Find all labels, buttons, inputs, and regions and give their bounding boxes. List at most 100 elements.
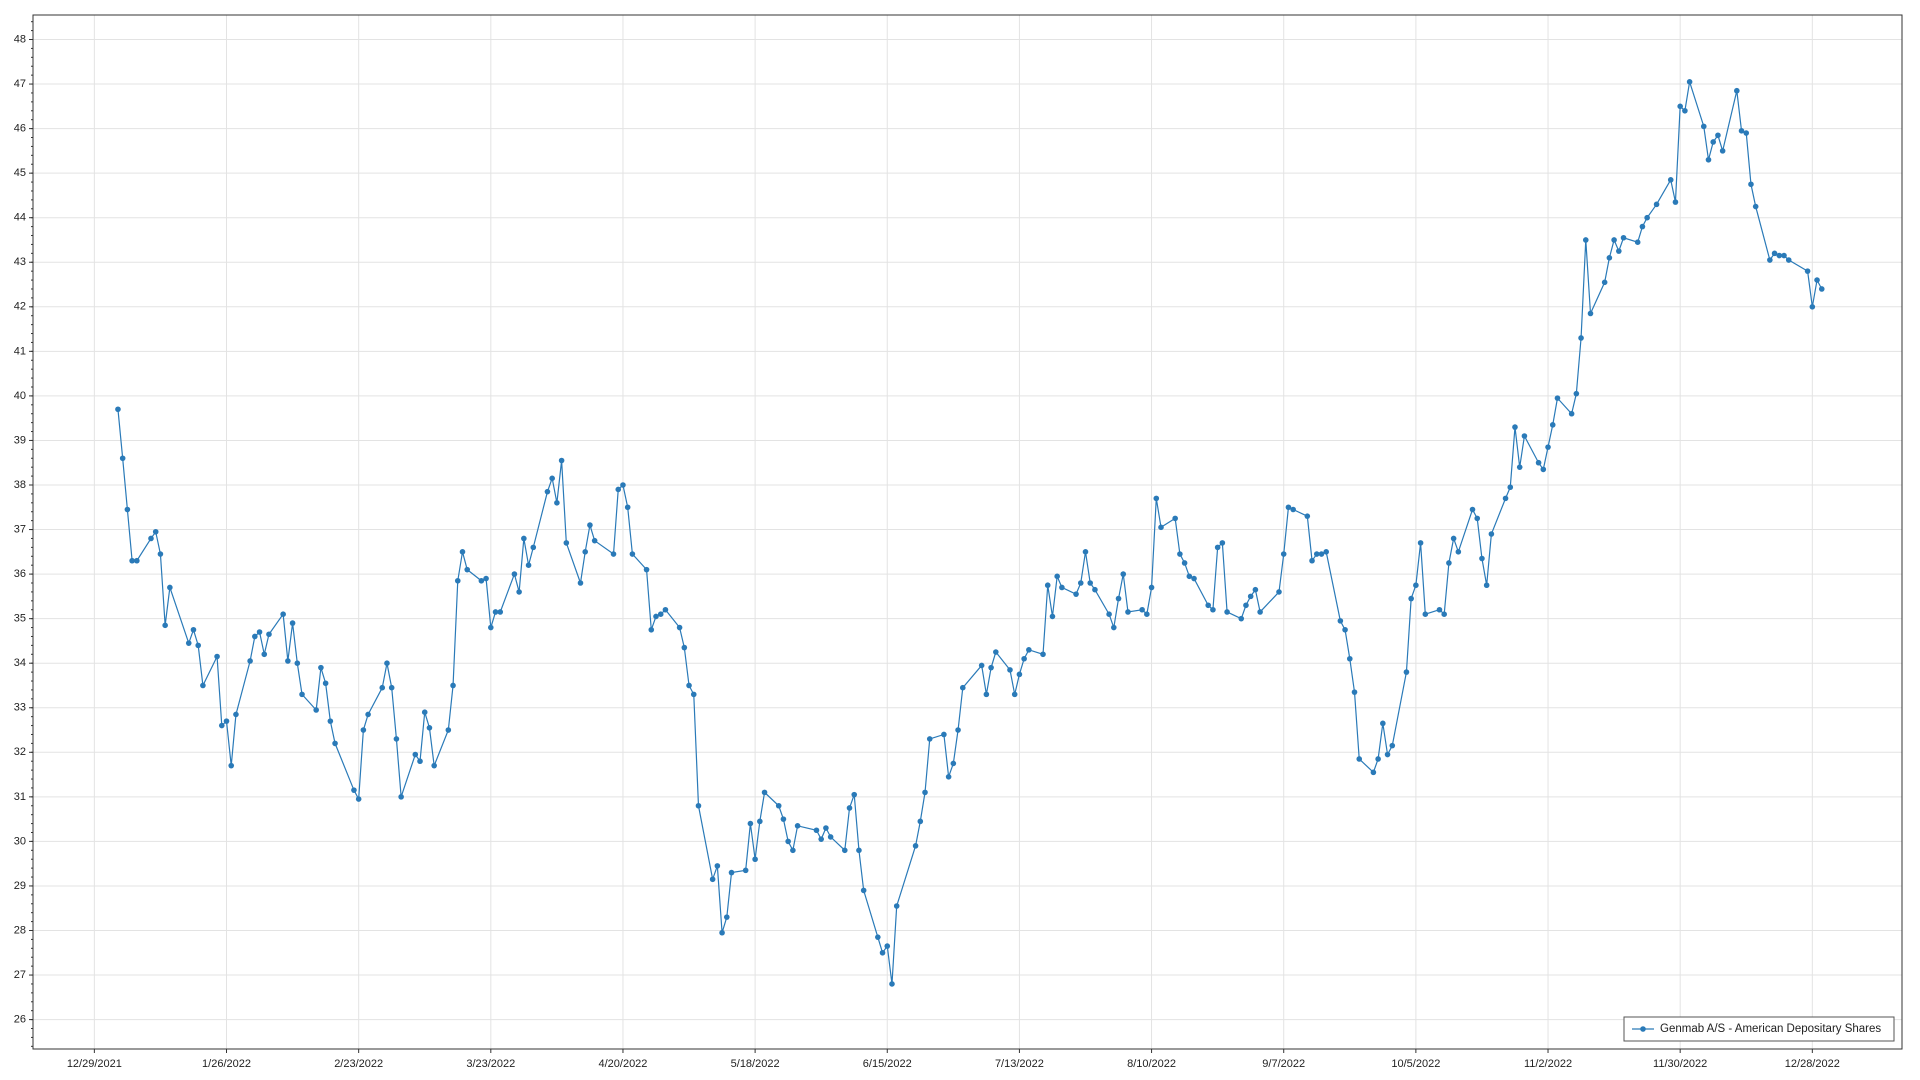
data-point bbox=[1243, 602, 1249, 609]
y-tick-label: 35 bbox=[14, 613, 26, 625]
data-point bbox=[620, 482, 626, 488]
data-point bbox=[884, 943, 891, 949]
y-tick-label: 28 bbox=[14, 924, 26, 936]
y-tick-label: 42 bbox=[14, 301, 26, 313]
data-point bbox=[431, 762, 437, 769]
data-point bbox=[1601, 279, 1608, 286]
data-point bbox=[1111, 624, 1117, 631]
data-point bbox=[445, 727, 452, 733]
data-point bbox=[1446, 560, 1452, 566]
data-point bbox=[1290, 506, 1296, 513]
data-point bbox=[289, 620, 296, 626]
data-point bbox=[610, 551, 617, 557]
data-point bbox=[1007, 667, 1013, 673]
data-point bbox=[426, 724, 433, 731]
y-tick-label: 38 bbox=[14, 479, 26, 491]
data-point bbox=[483, 575, 489, 582]
data-point bbox=[214, 653, 220, 660]
data-point bbox=[384, 660, 390, 666]
data-point bbox=[1214, 544, 1221, 551]
data-point bbox=[1375, 756, 1381, 762]
data-point bbox=[1351, 689, 1358, 695]
data-point bbox=[247, 658, 253, 664]
data-point bbox=[1172, 515, 1178, 522]
data-point bbox=[379, 684, 386, 691]
data-point bbox=[1205, 602, 1212, 609]
data-point bbox=[167, 584, 173, 591]
x-tick-label: 3/23/2022 bbox=[466, 1058, 515, 1070]
data-point bbox=[1280, 551, 1287, 557]
data-point bbox=[1082, 549, 1089, 555]
x-tick-label: 12/29/2021 bbox=[67, 1058, 122, 1070]
data-point bbox=[945, 774, 952, 780]
data-point bbox=[1380, 720, 1386, 727]
x-tick-label: 8/10/2022 bbox=[1127, 1058, 1176, 1070]
data-point bbox=[285, 658, 291, 664]
data-point bbox=[922, 789, 928, 796]
data-point bbox=[1568, 410, 1575, 417]
data-point bbox=[1120, 571, 1127, 577]
data-point bbox=[1044, 582, 1051, 589]
data-point bbox=[1512, 424, 1518, 430]
data-point bbox=[1634, 239, 1641, 246]
data-point bbox=[1238, 615, 1245, 622]
data-point bbox=[1304, 513, 1311, 519]
data-point bbox=[454, 577, 461, 584]
data-point bbox=[794, 823, 801, 829]
data-point bbox=[355, 796, 362, 802]
data-point bbox=[1682, 107, 1688, 114]
data-point bbox=[993, 649, 999, 655]
data-point bbox=[228, 762, 235, 769]
data-point bbox=[1677, 103, 1683, 110]
data-point bbox=[1040, 651, 1046, 658]
data-point bbox=[129, 557, 135, 564]
data-point bbox=[856, 847, 862, 854]
data-point bbox=[780, 816, 787, 822]
data-point bbox=[1210, 606, 1216, 613]
data-point bbox=[1474, 515, 1481, 522]
data-point bbox=[653, 613, 659, 620]
data-point bbox=[252, 633, 258, 640]
data-point bbox=[1224, 609, 1230, 615]
data-point bbox=[690, 691, 697, 698]
data-point bbox=[299, 691, 305, 698]
data-point bbox=[1181, 560, 1188, 566]
data-point bbox=[115, 406, 121, 413]
data-point bbox=[549, 475, 555, 482]
data-point bbox=[1059, 584, 1065, 591]
x-tick-label: 12/28/2022 bbox=[1785, 1058, 1840, 1070]
data-point bbox=[1781, 252, 1787, 259]
y-tick-label: 41 bbox=[14, 345, 26, 357]
data-point bbox=[959, 684, 966, 691]
data-point bbox=[827, 834, 834, 840]
data-point bbox=[1403, 669, 1410, 675]
data-point bbox=[1767, 257, 1773, 263]
data-point bbox=[360, 727, 367, 733]
y-tick-label: 31 bbox=[14, 791, 26, 803]
data-point bbox=[893, 903, 900, 909]
data-point bbox=[785, 838, 791, 845]
data-point bbox=[681, 644, 688, 651]
data-point bbox=[1087, 580, 1094, 586]
y-tick-label: 44 bbox=[14, 212, 26, 224]
data-point bbox=[1049, 613, 1056, 620]
data-point bbox=[1186, 573, 1193, 580]
data-point bbox=[1507, 484, 1514, 491]
data-point bbox=[1549, 422, 1556, 428]
data-point bbox=[365, 711, 371, 718]
data-point bbox=[1710, 139, 1717, 145]
data-point bbox=[558, 457, 565, 464]
data-point bbox=[1106, 611, 1112, 617]
data-point bbox=[1011, 691, 1018, 698]
data-point bbox=[1125, 609, 1131, 615]
data-point bbox=[955, 727, 961, 733]
data-point bbox=[1516, 464, 1523, 470]
data-point bbox=[1422, 611, 1429, 617]
data-point bbox=[1606, 254, 1613, 261]
data-point bbox=[1700, 123, 1707, 130]
data-point bbox=[421, 709, 428, 716]
data-point bbox=[926, 736, 933, 742]
data-point bbox=[648, 626, 655, 633]
data-point bbox=[152, 528, 159, 535]
